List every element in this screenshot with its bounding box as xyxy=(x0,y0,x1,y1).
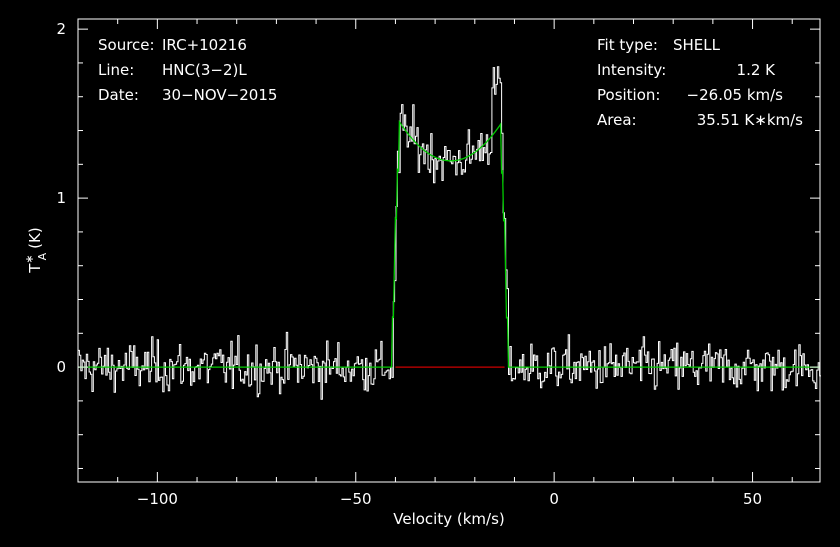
x-tick-label: −100 xyxy=(137,490,178,508)
shell-fit-curve xyxy=(78,119,820,368)
y-axis-label-base: T xyxy=(26,263,44,274)
info-fittype-value: SHELL xyxy=(673,36,721,54)
info-left: Source: IRC+10216 Line: HNC(3−2)L Date: … xyxy=(98,36,277,104)
info-date-key: Date: xyxy=(98,86,139,104)
y-axis-label: T∗A (K) xyxy=(23,227,49,273)
info-source-value: IRC+10216 xyxy=(162,36,247,54)
info-line-key: Line: xyxy=(98,61,134,79)
y-axis-label-text: T∗A (K) xyxy=(23,227,49,273)
info-date-value: 30−NOV−2015 xyxy=(162,86,277,104)
plot-frame xyxy=(77,18,821,483)
spectrum-layer xyxy=(78,66,821,400)
spectrum-trace xyxy=(78,66,821,400)
info-position-value: −26.05 km/s xyxy=(687,86,784,104)
ticks-layer: −100 −50 0 50 0 1 2 xyxy=(56,19,820,508)
info-position-key: Position: xyxy=(597,86,660,104)
info-line-value: HNC(3−2)L xyxy=(162,61,247,79)
fit-layer xyxy=(78,119,820,368)
y-tick-label: 0 xyxy=(56,358,66,376)
x-tick-label: 50 xyxy=(743,490,762,508)
info-right: Fit type: SHELL Intensity: 1.2 K Positio… xyxy=(597,36,803,129)
info-fittype-key: Fit type: xyxy=(597,36,658,54)
y-tick-label: 1 xyxy=(56,189,66,207)
x-tick-label: 0 xyxy=(549,490,559,508)
y-axis-label-sub: A xyxy=(36,252,49,260)
info-intensity-key: Intensity: xyxy=(597,61,666,79)
y-axis-label-sup: ∗ xyxy=(23,254,36,263)
y-tick-label: 2 xyxy=(56,20,66,38)
info-source-key: Source: xyxy=(98,36,155,54)
info-area-key: Area: xyxy=(597,111,637,129)
info-area-value: 35.51 K∗km/s xyxy=(697,111,803,129)
x-tick-label: −50 xyxy=(340,490,372,508)
y-axis-label-unit: (K) xyxy=(26,227,44,249)
info-intensity-value: 1.2 K xyxy=(737,61,777,79)
x-axis-label: Velocity (km/s) xyxy=(393,510,504,528)
